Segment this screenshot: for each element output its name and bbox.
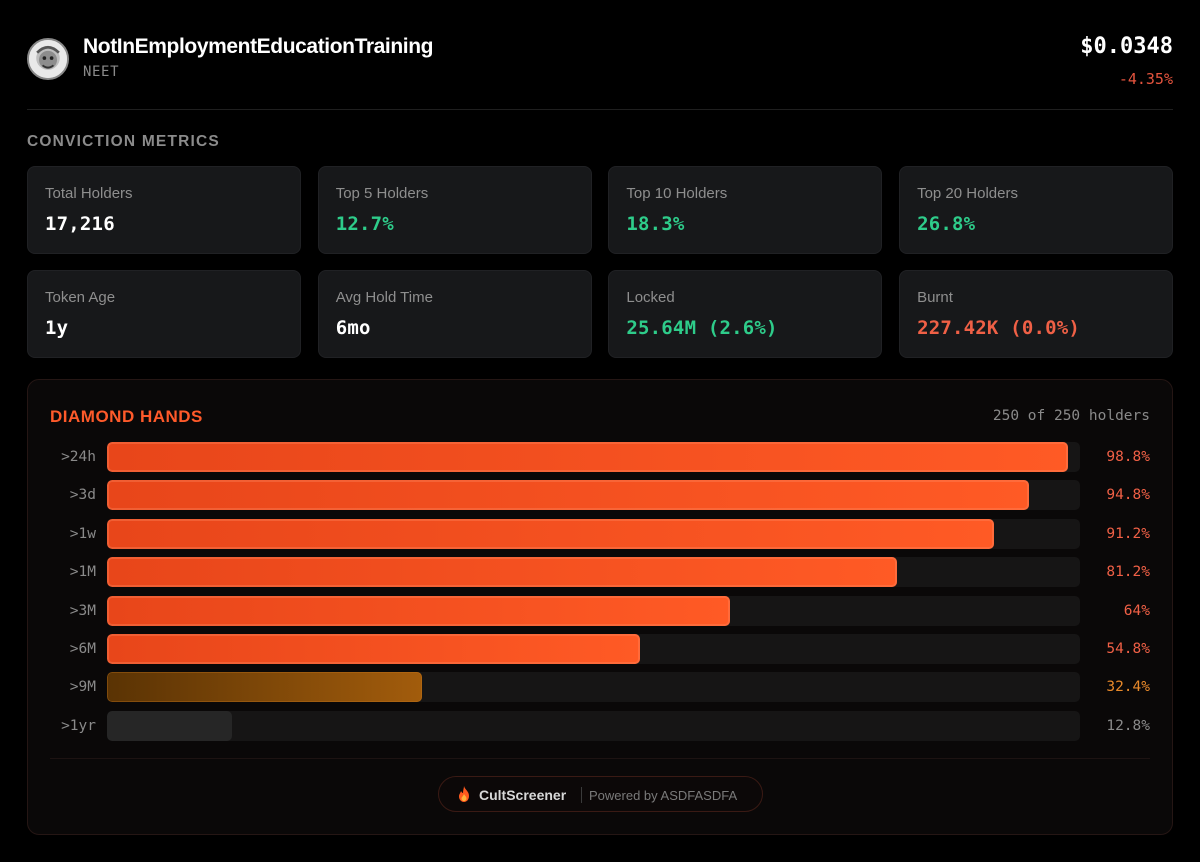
bar-label: >6M — [69, 641, 96, 657]
bar-percentage: 98.8% — [1106, 449, 1150, 465]
bar-percentage: 32.4% — [1106, 679, 1150, 696]
token-symbol: NEET — [83, 64, 120, 80]
metric-card: Token Age 1y — [27, 270, 301, 358]
metric-value: 17,216 — [45, 213, 115, 235]
metric-label: Locked — [626, 289, 675, 306]
bar-track — [107, 557, 1080, 588]
bar-fill — [107, 480, 1030, 511]
bar-row: >9M 32.4% — [28, 672, 1172, 703]
metric-value: 6mo — [335, 317, 371, 339]
bar-label: >3M — [69, 602, 96, 619]
bar-track — [107, 480, 1080, 511]
bar-row: >3d 94.8% — [28, 480, 1172, 511]
panel-title: DIAMOND HANDS — [50, 407, 203, 426]
token-avatar-icon — [27, 38, 69, 80]
bar-fill — [107, 634, 641, 664]
bar-row: >3M 64% — [28, 595, 1172, 626]
metric-card: Locked 25.64M (2.6%) — [608, 270, 883, 358]
metric-value: 25.64M (2.6%) — [626, 317, 778, 339]
bar-fill — [107, 595, 730, 626]
bar-percentage: 12.8% — [1106, 717, 1150, 734]
section-title: CONVICTION METRICS — [27, 133, 220, 150]
bar-percentage: 81.2% — [1106, 564, 1150, 581]
metric-card: Top 5 Holders 12.7% — [317, 166, 592, 254]
bar-track — [107, 710, 1080, 741]
bar-row: >6M 54.8% — [28, 634, 1172, 664]
bar-row: >24h 98.8% — [28, 442, 1172, 472]
bar-label: >9M — [69, 679, 96, 696]
bar-track — [107, 595, 1080, 626]
bar-percentage: 64% — [1123, 602, 1150, 619]
metric-value: 18.3% — [626, 213, 685, 235]
metric-card: Top 20 Holders 26.8% — [899, 166, 1174, 254]
bar-row: >1M 81.2% — [28, 557, 1172, 588]
bar-track — [107, 634, 1080, 664]
bar-label: >1M — [69, 564, 96, 581]
bar-track — [107, 672, 1080, 703]
bar-fill — [107, 710, 232, 741]
bar-fill — [107, 672, 423, 703]
metric-label: Token Age — [45, 289, 116, 306]
price-change: -4.35% — [1118, 70, 1173, 88]
bar-row: >1w 91.2% — [28, 518, 1172, 549]
brand-name: CultScreener — [479, 787, 567, 803]
bar-track — [107, 442, 1080, 472]
metric-value: 227.42K (0.0%) — [917, 317, 1081, 339]
metric-label: Burnt — [917, 289, 953, 306]
metric-card: Total Holders 17,216 — [27, 166, 301, 254]
metric-card: Top 10 Holders 18.3% — [608, 166, 883, 254]
metric-label: Top 10 Holders — [626, 185, 728, 202]
bar-label: >1w — [69, 525, 96, 542]
metric-label: Avg Hold Time — [335, 289, 433, 306]
bar-label: >1yr — [61, 717, 96, 734]
bar-percentage: 94.8% — [1106, 487, 1150, 504]
bar-label: >24h — [61, 449, 96, 465]
footer-separator — [581, 787, 582, 803]
metric-value: 26.8% — [917, 213, 976, 235]
bar-fill — [107, 557, 898, 588]
token-name: NotInEmploymentEducationTraining — [83, 35, 434, 58]
metric-value: 1y — [45, 317, 69, 339]
flame-icon — [459, 786, 469, 802]
bar-fill — [107, 442, 1069, 472]
metric-card: Burnt 227.42K (0.0%) — [899, 270, 1174, 358]
bar-percentage: 91.2% — [1106, 525, 1150, 542]
powered-by: Powered by ASDFASDFA — [589, 788, 738, 803]
diamond-hands-panel: DIAMOND HANDS 250 of 250 holders >24h 98.… — [27, 379, 1173, 835]
holder-count: 250 of 250 holders — [992, 408, 1150, 424]
metric-label: Top 20 Holders — [917, 185, 1018, 202]
metric-label: Total Holders — [45, 185, 133, 202]
metrics-grid: Total Holders 17,216 Top 5 Holders 12.7% Top… — [27, 166, 1174, 358]
header-divider — [27, 109, 1173, 110]
bar-fill — [107, 518, 995, 549]
footer-badge[interactable]: CultScreener Powered by ASDFASDFA — [438, 776, 763, 812]
token-price: $0.0348 — [1080, 34, 1173, 59]
bar-row: >1yr 12.8% — [28, 710, 1172, 741]
metric-label: Top 5 Holders — [335, 185, 429, 202]
panel-divider — [50, 758, 1150, 759]
bar-track — [107, 518, 1080, 549]
bar-percentage: 54.8% — [1106, 641, 1150, 657]
metric-card: Avg Hold Time 6mo — [317, 270, 592, 358]
bar-label: >3d — [69, 487, 96, 504]
metric-value: 12.7% — [335, 213, 394, 235]
token-header: NotInEmploymentEducationTraining NEET $0… — [27, 32, 1173, 108]
